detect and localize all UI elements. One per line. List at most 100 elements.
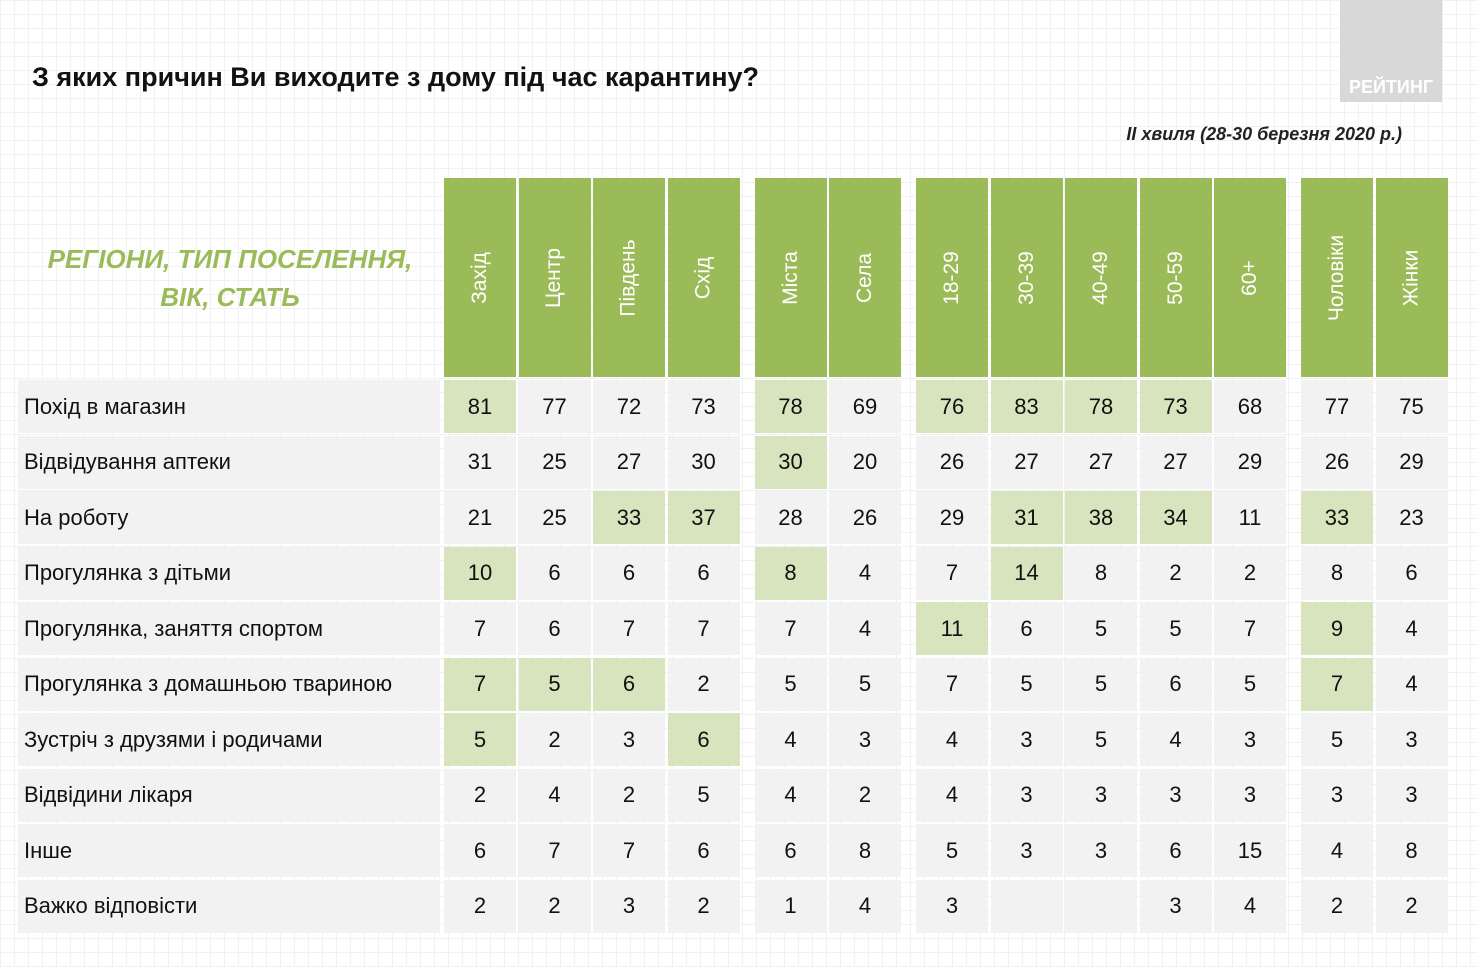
table-cell: 77 xyxy=(1301,380,1373,433)
table-cell: 78 xyxy=(1065,380,1137,433)
table-cell: 5 xyxy=(1214,657,1286,711)
table-cell: 5 xyxy=(1065,602,1137,655)
table-cell: 4 xyxy=(916,713,988,766)
table-cell: 3 xyxy=(1375,768,1448,822)
table-cell: 6 xyxy=(1139,657,1212,711)
table-cell: 11 xyxy=(1214,491,1286,544)
table-cell: 1 xyxy=(754,879,827,933)
row-label: Похід в магазин xyxy=(18,380,440,433)
column-header: Центр xyxy=(518,178,591,377)
table-cell xyxy=(1065,879,1137,933)
row-label: Відвідини лікаря xyxy=(18,768,440,822)
table-cell: 6 xyxy=(518,602,591,655)
table-cell: 3 xyxy=(990,768,1063,822)
table-cell: 3 xyxy=(593,713,665,766)
column-header-text: Захід xyxy=(467,251,491,304)
table-cell: 4 xyxy=(916,768,988,822)
table-cell: 75 xyxy=(1375,380,1448,433)
table-cell: 7 xyxy=(754,602,827,655)
header-label: РЕГІОНИ, ТИП ПОСЕЛЕННЯ, ВІК, СТАТЬ xyxy=(47,244,413,312)
column-header-text: 50-59 xyxy=(1163,250,1187,305)
table-cell: 14 xyxy=(990,546,1063,600)
column-header: 30-39 xyxy=(990,178,1063,377)
table-cell: 33 xyxy=(1301,491,1373,544)
column-header-text: Центр xyxy=(542,247,566,308)
table-cell: 69 xyxy=(829,380,901,433)
table-cell: 7 xyxy=(916,657,988,711)
table-cell: 29 xyxy=(916,491,988,544)
row-label: Зустріч з друзями і родичами xyxy=(18,713,440,766)
column-header-text: 60+ xyxy=(1238,259,1261,296)
table-cell: 30 xyxy=(667,435,740,489)
table-cell: 5 xyxy=(916,824,988,877)
column-header-text: Схід xyxy=(691,256,715,299)
table-cell: 9 xyxy=(1301,602,1373,655)
table-cell: 8 xyxy=(1301,546,1373,600)
column-header-text: Чоловіки xyxy=(1325,234,1348,321)
table-cell: 31 xyxy=(444,435,516,489)
column-header: 40-49 xyxy=(1065,178,1137,377)
table-cell: 2 xyxy=(444,879,516,933)
table-cell: 3 xyxy=(1065,768,1137,822)
table-cell: 7 xyxy=(593,602,665,655)
table-cell: 8 xyxy=(1375,824,1448,877)
table-cell: 27 xyxy=(593,435,665,489)
row-label: Важко відповісти xyxy=(18,879,440,933)
column-header: 18-29 xyxy=(916,178,988,377)
table-cell: 15 xyxy=(1214,824,1286,877)
table-cell: 37 xyxy=(667,491,740,544)
table-cell: 7 xyxy=(667,602,740,655)
row-label: Прогулянка з дітьми xyxy=(18,546,440,600)
table-cell: 4 xyxy=(754,768,827,822)
table-cell: 2 xyxy=(518,713,591,766)
table-cell: 2 xyxy=(1214,546,1286,600)
table-cell: 8 xyxy=(754,546,827,600)
row-label: Прогулянка з домашньою твариною xyxy=(18,657,440,711)
table-cell: 3 xyxy=(1214,713,1286,766)
column-header: Чоловіки xyxy=(1301,178,1373,377)
column-header: Села xyxy=(829,178,901,377)
table-cell: 2 xyxy=(1375,879,1448,933)
table-cell: 83 xyxy=(990,380,1063,433)
table-cell: 4 xyxy=(829,879,901,933)
table-cell: 4 xyxy=(829,602,901,655)
table-cell: 4 xyxy=(1375,657,1448,711)
table-cell: 4 xyxy=(1214,879,1286,933)
table-cell: 10 xyxy=(444,546,516,600)
table-cell: 23 xyxy=(1375,491,1448,544)
table-cell: 5 xyxy=(444,713,516,766)
column-header-text: Жінки xyxy=(1399,249,1423,306)
table-cell: 29 xyxy=(1375,435,1448,489)
table-cell: 38 xyxy=(1065,491,1137,544)
table-cell: 6 xyxy=(593,546,665,600)
table-cell: 7 xyxy=(1214,602,1286,655)
table-cell: 8 xyxy=(829,824,901,877)
table-cell: 27 xyxy=(1065,435,1137,489)
row-label: Прогулянка, заняття спортом xyxy=(18,602,440,655)
table-cell: 3 xyxy=(1301,768,1373,822)
table-cell: 7 xyxy=(518,824,591,877)
table-cell: 2 xyxy=(518,879,591,933)
table-cell: 78 xyxy=(754,380,827,433)
table-cell: 3 xyxy=(1214,768,1286,822)
table-cell: 3 xyxy=(990,713,1063,766)
table-cell: 2 xyxy=(593,768,665,822)
table-cell: 27 xyxy=(1139,435,1212,489)
table-cell: 6 xyxy=(667,546,740,600)
table-cell: 4 xyxy=(1301,824,1373,877)
table-cell: 6 xyxy=(1375,546,1448,600)
table-cell: 25 xyxy=(518,435,591,489)
table-cell: 11 xyxy=(916,602,988,655)
table-cell: 81 xyxy=(444,380,516,433)
table-cell: 6 xyxy=(990,602,1063,655)
table-cell: 73 xyxy=(1139,380,1212,433)
table-cell: 2 xyxy=(1139,546,1212,600)
table-cell: 5 xyxy=(1065,713,1137,766)
table-cell: 30 xyxy=(754,435,827,489)
column-header: Жінки xyxy=(1375,178,1448,377)
table-cell: 8 xyxy=(1065,546,1137,600)
table-cell: 5 xyxy=(1065,657,1137,711)
column-header: Південь xyxy=(593,178,665,377)
table-cell: 4 xyxy=(1139,713,1212,766)
